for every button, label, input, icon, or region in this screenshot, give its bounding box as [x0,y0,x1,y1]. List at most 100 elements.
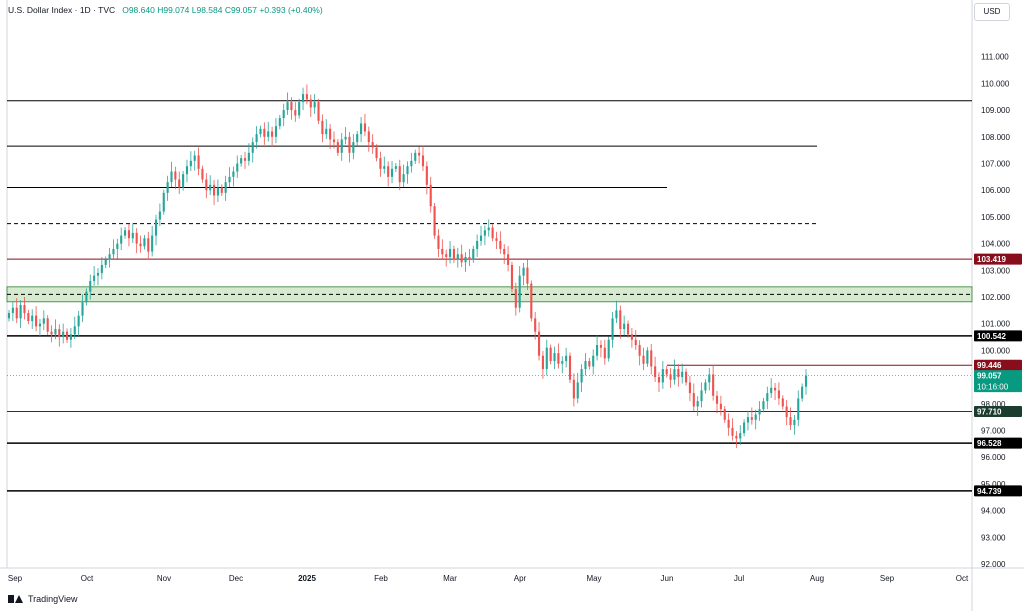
candle-body [255,134,258,143]
candle-body [143,238,146,247]
price-tick-label: 108.000 [981,133,1010,142]
candle-body [356,134,359,143]
price-tick-label: 105.000 [981,213,1010,222]
time-axis[interactable]: Sep Oct Nov Dec 2025 Feb Mar Apr May Jun Jul Aug Sep… [8,574,969,583]
candle-body [487,227,490,231]
candle-body [162,192,165,212]
candle-body [692,393,695,407]
open-value: O98.640 [122,5,155,15]
candle-body [65,331,69,340]
price-tick-label: 104.000 [981,240,1010,249]
time-tick-label: Oct [956,574,969,583]
candle-body [704,382,707,391]
candle-body [476,240,479,249]
branding-text: TradingView [28,594,78,604]
candle-body [379,158,382,169]
level-labels: 103.419 100.542 99.446 97.710 96.528 94.739 99… [974,253,1022,497]
candle-body [387,166,390,177]
candle-body [797,398,800,420]
candle-body [642,355,645,364]
candle-body [290,102,293,111]
candle-body [754,414,757,420]
candle-body [483,230,486,236]
candle-body [367,131,370,143]
candle-body [584,361,587,370]
candle-body [557,353,560,364]
candle-body [46,318,49,332]
candle-body [77,315,80,327]
candle-body [212,184,216,196]
candle-body [452,248,455,260]
candle-body [441,248,444,255]
candle-body [507,254,510,265]
price-tick-label: 98.000 [981,400,1006,409]
candle-body [553,353,556,362]
level-label-8-bg [974,406,1022,418]
candle-body [406,166,409,175]
price-tick-label: 101.000 [981,320,1010,329]
candle-body [503,248,506,255]
candle-body [785,406,788,418]
candle-body [688,382,691,394]
tradingview-branding[interactable]: TradingView [8,594,78,604]
close-value: C99.057 [224,5,257,15]
horizontal-levels [6,100,973,492]
candle-body [499,240,502,249]
candle-body [89,280,92,292]
candle-body [526,267,529,284]
candle-body [340,139,343,153]
change-value: +0.393 (+0.40%) [259,5,323,15]
candle-body [178,179,181,188]
candle-body [352,142,355,153]
price-tick-label: 92.000 [981,560,1006,569]
candle-body [715,395,719,404]
candle-body [124,230,127,236]
price-axis[interactable]: 111.000 110.000 109.000 108.000 107.000 106.0… [981,53,1010,569]
candle-body [758,409,761,415]
candle-body [541,355,544,370]
candle-body [495,238,498,241]
candle-body [801,386,804,399]
candle-body [661,369,664,383]
price-tick-label: 102.000 [981,293,1010,302]
candle-body [599,345,603,348]
candle-body [321,120,324,135]
candle-body [623,323,626,330]
candle-body [472,248,475,260]
price-tick-label: 95.000 [981,480,1006,489]
candle-body [418,152,421,156]
candle-body [336,142,339,153]
currency-button[interactable]: USD [974,3,1010,21]
candle-body [73,326,76,335]
candle-body [15,307,18,319]
candle-body [804,375,808,387]
candle-body [42,318,45,324]
candle-body [197,155,200,169]
candle-body [572,379,575,399]
price-tick-label: 97.000 [981,426,1006,435]
candle-body [464,256,467,263]
symbol-name[interactable]: U.S. Dollar Index [8,5,73,15]
candle-body [576,382,579,399]
candle-body [665,369,668,375]
exchange: TVC [98,5,116,15]
candle-body [267,131,270,137]
candle-body [549,347,552,362]
interval[interactable]: 1D [79,5,91,15]
candle-body [611,318,614,340]
level-label-10: 94.739 [977,487,1002,496]
candle-body [371,142,374,148]
candle-body [568,355,572,380]
candle-body [135,232,138,244]
candle-body [332,139,336,143]
candle-body [731,427,734,436]
candle-body [781,398,784,407]
candle-body [510,264,514,289]
candle-body [634,339,637,346]
candle-body [375,147,378,159]
candle-body [410,160,413,167]
candle-body [565,355,568,362]
candle-body [309,99,312,108]
candle-body [139,243,142,247]
